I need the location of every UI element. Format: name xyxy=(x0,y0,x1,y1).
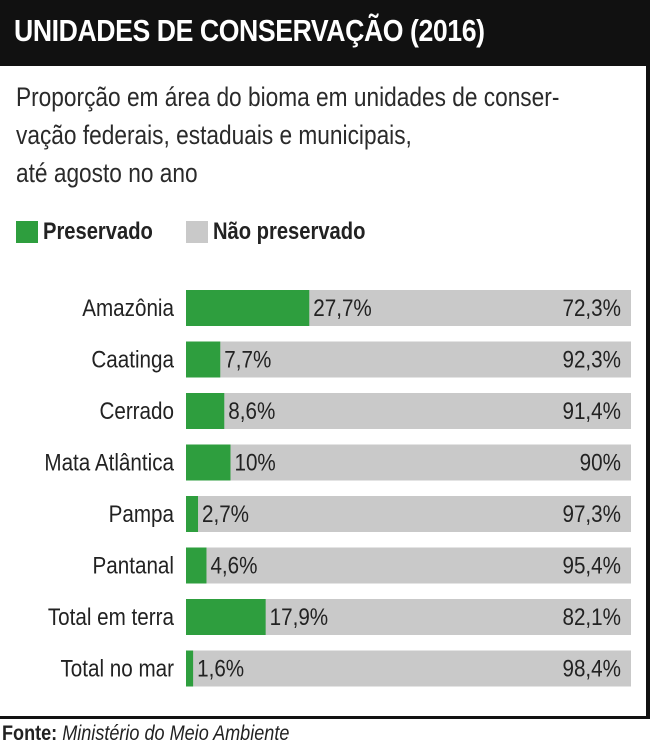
bar-not-preserved-1 xyxy=(186,341,631,378)
value-label-preserved-4: 2,7% xyxy=(202,501,249,528)
value-label-preserved-2: 8,6% xyxy=(228,398,275,425)
bar-preserved-1 xyxy=(186,341,221,378)
title-bar: UNIDADES DE CONSERVAÇÃO (2016) xyxy=(0,0,646,66)
category-label-2: Cerrado xyxy=(99,398,174,425)
value-label-preserved-0: 27,7% xyxy=(313,295,372,322)
value-label-not-preserved-2: 91,4% xyxy=(562,398,621,425)
source-label: Fonte: xyxy=(2,722,58,745)
bar-preserved-4 xyxy=(186,496,199,532)
category-label-1: Caatinga xyxy=(91,346,174,373)
value-label-preserved-6: 17,9% xyxy=(270,604,329,631)
value-label-preserved-3: 10% xyxy=(234,449,275,476)
bar-not-preserved-3 xyxy=(186,444,631,481)
bar-not-preserved-2 xyxy=(186,393,631,429)
category-label-4: Pampa xyxy=(109,501,175,528)
category-label-0: Amazônia xyxy=(82,295,174,322)
bar-not-preserved-7 xyxy=(186,650,631,687)
bar-preserved-5 xyxy=(186,547,207,584)
category-label-7: Total no mar xyxy=(60,655,174,682)
chart-frame: UNIDADES DE CONSERVAÇÃO (2016) Proporção… xyxy=(0,0,650,716)
value-label-not-preserved-5: 95,4% xyxy=(562,552,621,579)
bar-preserved-7 xyxy=(186,650,194,687)
value-label-not-preserved-1: 92,3% xyxy=(562,346,621,373)
legend-label-preserved: Preservado xyxy=(43,218,153,245)
source-footer: Fonte: Ministério do Meio Ambiente xyxy=(2,722,289,746)
value-label-not-preserved-6: 82,1% xyxy=(562,604,621,631)
bar-preserved-2 xyxy=(186,393,225,429)
bar-preserved-3 xyxy=(186,444,231,481)
value-label-preserved-7: 1,6% xyxy=(197,655,244,682)
bar-preserved-6 xyxy=(186,599,266,635)
value-label-not-preserved-3: 90% xyxy=(580,449,621,476)
legend-label-not-preserved: Não preservado xyxy=(213,218,366,245)
chart-title: UNIDADES DE CONSERVAÇÃO (2016) xyxy=(14,13,485,48)
bar-preserved-0 xyxy=(186,290,310,326)
chart-subtitle: Proporção em área do bioma em unidades d… xyxy=(16,82,560,188)
value-label-not-preserved-4: 97,3% xyxy=(562,501,621,528)
footer-divider xyxy=(0,716,650,719)
source-name: Ministério do Meio Ambiente xyxy=(62,722,290,745)
category-label-5: Pantanal xyxy=(93,552,174,579)
category-label-6: Total em terra xyxy=(48,604,175,631)
stacked-bar-chart: Amazônia 27,7% 72,3% Caatinga 7,7% 92,3% Cerra… xyxy=(44,290,631,687)
value-label-preserved-1: 7,7% xyxy=(224,346,271,373)
value-label-not-preserved-0: 72,3% xyxy=(562,295,621,322)
legend-swatch-not-preserved xyxy=(186,221,208,243)
bar-not-preserved-4 xyxy=(186,496,631,532)
value-label-not-preserved-7: 98,4% xyxy=(562,655,621,682)
value-label-preserved-5: 4,6% xyxy=(210,552,257,579)
bar-not-preserved-5 xyxy=(186,547,631,584)
legend-swatch-preserved xyxy=(16,221,38,243)
category-label-3: Mata Atlântica xyxy=(44,449,174,476)
